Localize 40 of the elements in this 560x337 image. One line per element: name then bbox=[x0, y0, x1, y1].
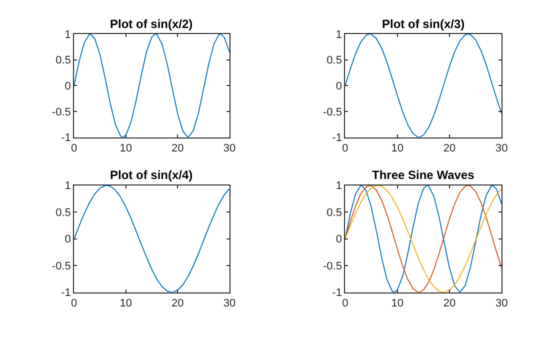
line-series bbox=[74, 34, 230, 138]
y-tick-label: -0.5 bbox=[323, 260, 342, 272]
y-tick-label: 0.5 bbox=[56, 206, 71, 219]
x-tick-label: 20 bbox=[172, 142, 184, 154]
line-series bbox=[345, 185, 502, 292]
x-tick-label: 10 bbox=[120, 298, 132, 310]
y-tick-label: 0 bbox=[336, 80, 342, 92]
y-tick-label: -0.5 bbox=[52, 106, 71, 118]
y-tick-label: 0 bbox=[64, 80, 71, 92]
x-tick-label: 30 bbox=[223, 142, 236, 154]
x-tick-label: 20 bbox=[443, 142, 456, 154]
y-tick-label: -1 bbox=[332, 287, 342, 300]
line-series bbox=[74, 185, 230, 292]
y-tick-label: 1 bbox=[336, 180, 342, 192]
x-tick-label: 10 bbox=[120, 142, 132, 154]
chart-title: Plot of sin(x/4) bbox=[110, 168, 193, 182]
y-tick-label: -1 bbox=[332, 132, 342, 144]
y-tick-label: 0 bbox=[336, 234, 342, 246]
y-tick-label: -0.5 bbox=[323, 106, 342, 118]
chart-title: Plot of sin(x/3) bbox=[382, 17, 465, 31]
x-tick-label: 20 bbox=[443, 298, 456, 310]
x-tick-label: 20 bbox=[172, 298, 184, 310]
y-tick-label: 0.5 bbox=[56, 54, 71, 67]
chart-title: Three Sine Waves bbox=[372, 168, 475, 182]
x-tick-label: 30 bbox=[223, 298, 236, 310]
y-tick-label: -1 bbox=[61, 287, 71, 300]
y-tick-label: 1 bbox=[64, 180, 71, 192]
chart-title: Plot of sin(x/2) bbox=[110, 17, 193, 31]
y-tick-label: -0.5 bbox=[52, 260, 71, 272]
x-tick-label: 30 bbox=[496, 298, 508, 310]
line-series bbox=[345, 34, 502, 138]
y-tick-label: 1 bbox=[336, 28, 342, 41]
x-tick-label: 30 bbox=[496, 142, 508, 154]
y-tick-label: 0.5 bbox=[326, 206, 342, 219]
x-tick-label: 10 bbox=[391, 298, 404, 310]
y-tick-label: -1 bbox=[61, 132, 71, 144]
y-tick-label: 0.5 bbox=[326, 54, 342, 67]
y-tick-label: 0 bbox=[64, 234, 71, 246]
x-tick-label: 10 bbox=[391, 142, 404, 154]
y-tick-label: 1 bbox=[64, 28, 71, 41]
